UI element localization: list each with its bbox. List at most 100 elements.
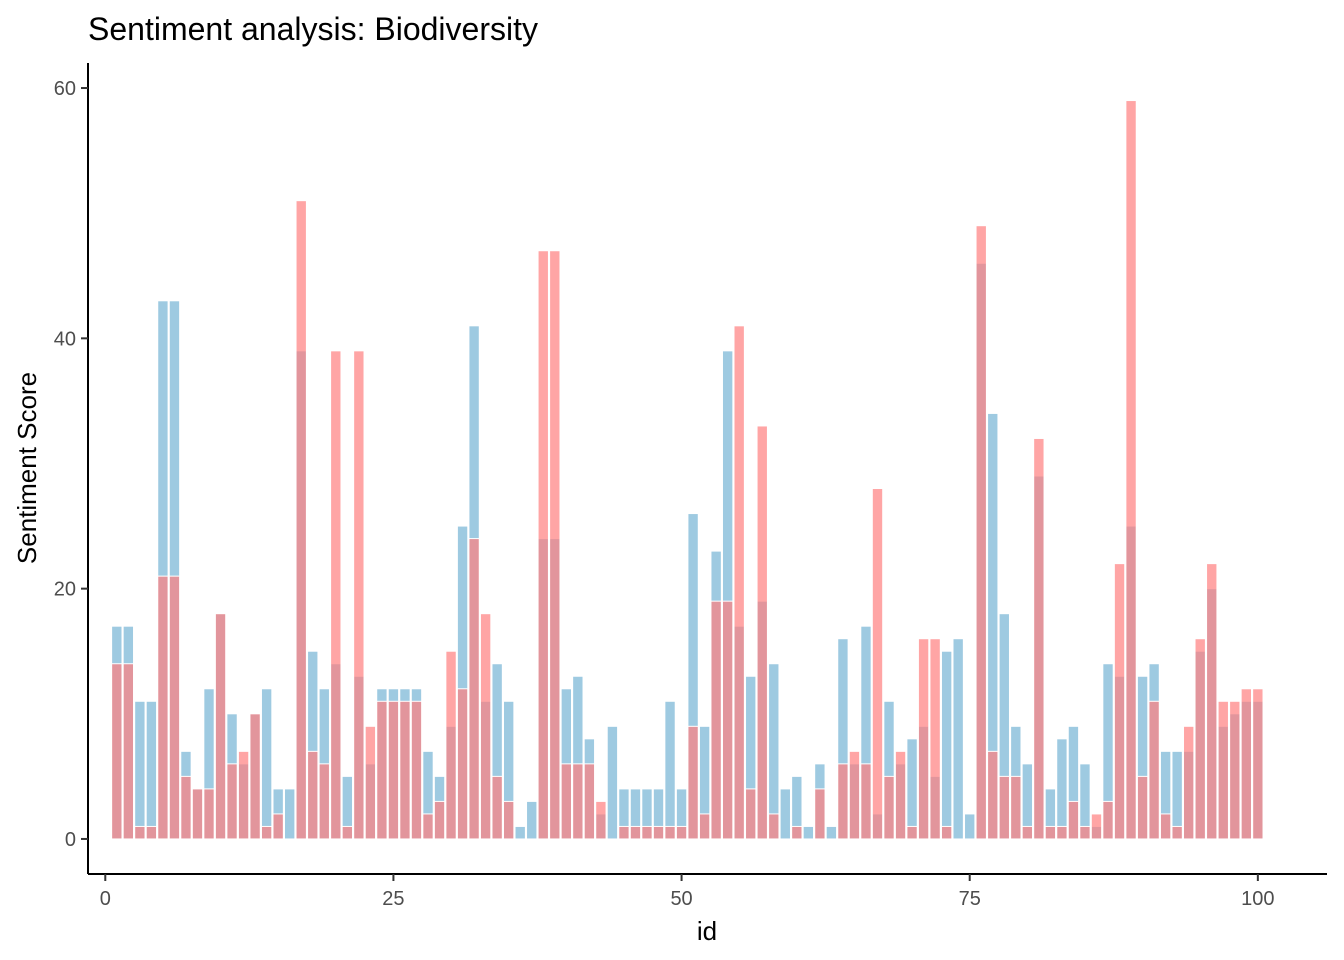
bar-b-id-86 xyxy=(1090,813,1103,840)
bar-a-id-63 xyxy=(825,825,838,840)
x-tick-label: 50 xyxy=(670,888,692,910)
x-tick-label: 25 xyxy=(382,888,404,910)
bar-b-id-97 xyxy=(1217,700,1229,840)
bar-b-id-90 xyxy=(1136,775,1149,840)
bar-b-id-71 xyxy=(917,638,930,840)
bar-b-id-6 xyxy=(168,575,181,840)
bar-b-id-56 xyxy=(745,788,757,840)
y-axis-title: Sentiment Score xyxy=(12,372,42,564)
bar-a-id-4 xyxy=(145,700,158,840)
bar-b-id-15 xyxy=(272,813,284,840)
x-tick-label: 100 xyxy=(1241,888,1274,910)
bar-b-id-2 xyxy=(122,663,135,840)
bar-b-id-34 xyxy=(491,775,503,840)
bar-b-id-66 xyxy=(860,763,872,840)
bar-b-id-19 xyxy=(318,763,330,840)
x-axis-ticks: 0 25 50 75 100 xyxy=(100,874,1275,910)
bar-b-id-69 xyxy=(894,750,907,840)
bar-b-id-82 xyxy=(1044,825,1057,840)
bar-b-id-12 xyxy=(237,750,250,840)
bar-b-id-47 xyxy=(641,825,653,840)
bar-b-id-20 xyxy=(330,350,342,840)
bar-a-id-59 xyxy=(779,788,791,840)
bar-b-id-27 xyxy=(410,700,423,840)
bar-b-id-80 xyxy=(1021,825,1034,840)
bars-layer xyxy=(111,100,1264,840)
y-tick-label: 40 xyxy=(54,328,76,350)
bar-b-id-62 xyxy=(814,788,826,840)
bar-b-id-38 xyxy=(537,250,549,840)
bar-b-id-53 xyxy=(710,600,722,840)
bar-b-id-50 xyxy=(675,825,688,840)
x-tick-label: 75 xyxy=(959,888,981,910)
bar-a-id-16 xyxy=(284,788,296,840)
bar-b-id-58 xyxy=(768,813,780,840)
bar-b-id-55 xyxy=(733,325,745,840)
bar-b-id-14 xyxy=(260,825,273,840)
bar-b-id-52 xyxy=(698,813,711,840)
bar-b-id-85 xyxy=(1079,825,1091,840)
bar-b-id-31 xyxy=(456,688,469,840)
bar-b-id-42 xyxy=(583,763,596,840)
chart-title: Sentiment analysis: Biodiversity xyxy=(88,11,538,47)
bar-b-id-32 xyxy=(468,538,480,840)
bar-b-id-30 xyxy=(445,650,457,840)
bar-b-id-49 xyxy=(664,825,676,840)
bar-b-id-89 xyxy=(1125,100,1137,840)
bar-b-id-17 xyxy=(295,200,307,840)
bar-b-id-64 xyxy=(837,763,849,840)
bar-b-id-68 xyxy=(883,775,895,840)
bar-b-id-40 xyxy=(560,763,573,840)
bar-b-id-28 xyxy=(422,813,434,840)
bar-b-id-77 xyxy=(987,750,999,840)
bar-b-id-1 xyxy=(111,663,123,840)
bar-a-id-75 xyxy=(964,813,976,840)
bar-b-id-41 xyxy=(572,763,584,840)
bar-b-id-33 xyxy=(479,613,492,840)
bar-a-id-36 xyxy=(514,825,526,840)
bar-a-id-44 xyxy=(606,725,619,840)
bar-b-id-99 xyxy=(1240,688,1253,840)
bar-a-id-93 xyxy=(1171,750,1183,840)
bar-b-id-84 xyxy=(1067,800,1080,840)
bar-b-id-25 xyxy=(387,700,400,840)
bar-b-id-24 xyxy=(376,700,388,840)
bar-b-id-7 xyxy=(180,775,192,840)
bar-a-id-14 xyxy=(260,688,273,840)
bar-b-id-23 xyxy=(364,725,377,840)
bar-b-id-13 xyxy=(249,713,261,840)
bar-b-id-5 xyxy=(157,575,169,840)
bar-b-id-4 xyxy=(145,825,158,840)
bar-b-id-48 xyxy=(652,825,665,840)
bar-b-id-21 xyxy=(341,825,354,840)
bar-b-id-51 xyxy=(687,725,699,840)
y-tick-label: 60 xyxy=(54,78,76,100)
bar-b-id-93 xyxy=(1171,825,1183,840)
bar-b-id-92 xyxy=(1159,813,1172,840)
bar-a-id-49 xyxy=(664,700,676,840)
bar-b-id-83 xyxy=(1056,825,1068,840)
bar-a-id-70 xyxy=(906,738,918,840)
bar-b-id-10 xyxy=(214,613,227,840)
bar-b-id-72 xyxy=(929,638,941,840)
bar-b-id-95 xyxy=(1194,638,1206,840)
bar-b-id-54 xyxy=(721,600,734,840)
bar-b-id-18 xyxy=(307,750,319,840)
bar-a-id-74 xyxy=(952,638,964,840)
y-tick-label: 20 xyxy=(54,579,76,601)
bar-b-id-98 xyxy=(1229,700,1241,840)
y-axis-ticks: 0 20 40 60 xyxy=(54,78,88,851)
x-tick-label: 0 xyxy=(100,888,111,910)
bar-b-id-39 xyxy=(549,250,561,840)
bar-b-id-73 xyxy=(940,825,953,840)
bar-b-id-76 xyxy=(975,225,987,840)
x-axis-title: id xyxy=(697,916,717,946)
bar-b-id-26 xyxy=(399,700,411,840)
bar-b-id-8 xyxy=(191,788,204,840)
bar-b-id-94 xyxy=(1183,725,1195,840)
bar-b-id-57 xyxy=(756,425,768,840)
bar-a-id-3 xyxy=(134,700,146,840)
bar-b-id-65 xyxy=(848,750,861,840)
bar-b-id-100 xyxy=(1252,688,1264,840)
